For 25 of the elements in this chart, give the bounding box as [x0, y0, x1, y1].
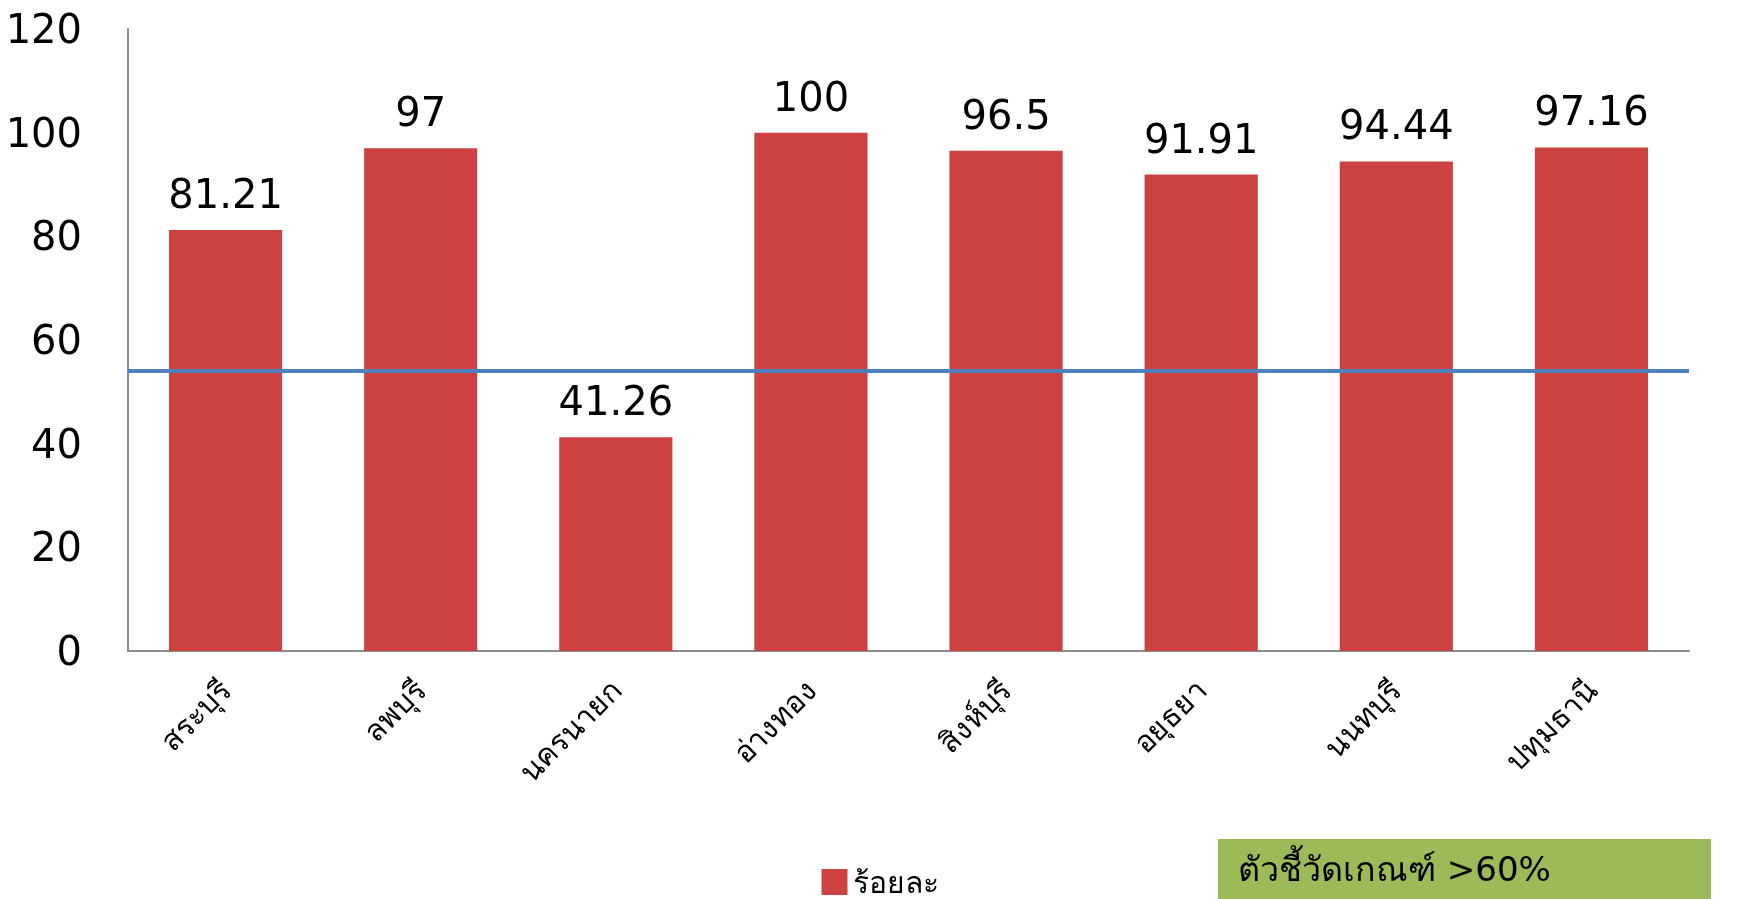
bar	[1144, 174, 1258, 651]
data-label: 91.91	[1143, 115, 1259, 162]
legend-label: ร้อยละ	[852, 864, 939, 899]
y-tick-label: 0	[56, 628, 82, 674]
y-tick-label: 80	[31, 213, 82, 260]
bar	[1339, 161, 1453, 651]
data-label: 97.16	[1534, 88, 1649, 135]
y-tick-label: 60	[31, 317, 82, 363]
bar	[168, 230, 283, 651]
data-label: 100	[772, 73, 850, 120]
data-label: 41.26	[558, 378, 674, 425]
y-tick-label: 20	[31, 524, 82, 571]
data-label: 96.5	[961, 91, 1051, 138]
bar	[559, 437, 673, 651]
bar	[364, 148, 478, 651]
data-label: 94.44	[1339, 102, 1454, 149]
y-tick-label: 100	[5, 109, 82, 156]
data-label: 81.21	[168, 171, 283, 218]
y-tick-label: 40	[31, 420, 82, 467]
note-box: ตัวชี้วัดเกณฑ์ >60%	[1218, 839, 1711, 899]
bar	[754, 132, 868, 651]
y-tick-label: 120	[5, 6, 82, 52]
data-label: 97	[395, 89, 447, 136]
bar	[1534, 147, 1649, 651]
bar	[949, 150, 1063, 651]
